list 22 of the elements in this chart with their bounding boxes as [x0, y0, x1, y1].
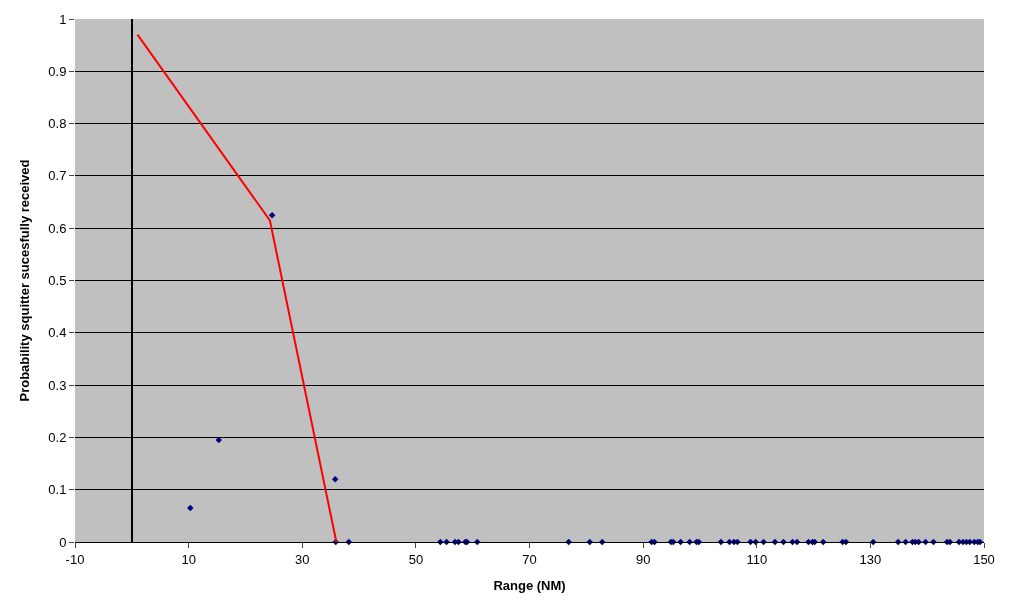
x-tick-label: -10 — [65, 551, 85, 567]
x-tick-label: 130 — [859, 551, 882, 567]
y-tick-label: 0.9 — [48, 63, 67, 79]
y-tick-label: 0.2 — [48, 429, 67, 445]
x-tick-label: 10 — [181, 551, 196, 567]
y-tick-label: 0 — [59, 534, 67, 550]
x-tick-label: 50 — [408, 551, 424, 567]
x-tick-label: 110 — [746, 551, 768, 567]
x-tick-label: 30 — [295, 551, 310, 567]
y-axis-title: Probability squitter sucesfully received — [17, 159, 33, 402]
y-tick-label: 0.1 — [48, 482, 67, 498]
x-axis-title: Range (NM) — [493, 578, 566, 594]
x-tick-label: 70 — [522, 551, 537, 567]
x-tick-label: 90 — [635, 551, 651, 567]
y-tick-label: 0.7 — [48, 168, 67, 184]
y-tick-label: 0.8 — [48, 116, 67, 132]
x-tick-label: 150 — [973, 551, 995, 567]
y-tick-label: 0.6 — [48, 220, 67, 236]
y-tick-label: 0.5 — [48, 273, 67, 289]
y-tick-label: 0.4 — [48, 325, 67, 341]
y-tick-label: 0.3 — [48, 377, 67, 393]
y-tick-label: 1 — [59, 11, 67, 27]
